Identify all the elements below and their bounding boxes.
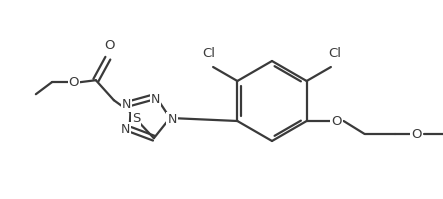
Text: Cl: Cl — [202, 47, 216, 60]
Text: O: O — [69, 76, 79, 89]
Text: N: N — [121, 123, 130, 136]
Text: N: N — [151, 93, 160, 106]
Text: O: O — [412, 128, 422, 140]
Text: N: N — [122, 98, 132, 111]
Text: N: N — [167, 113, 177, 127]
Text: O: O — [331, 114, 342, 128]
Text: S: S — [132, 112, 140, 125]
Text: O: O — [105, 39, 115, 52]
Text: Cl: Cl — [328, 47, 342, 60]
